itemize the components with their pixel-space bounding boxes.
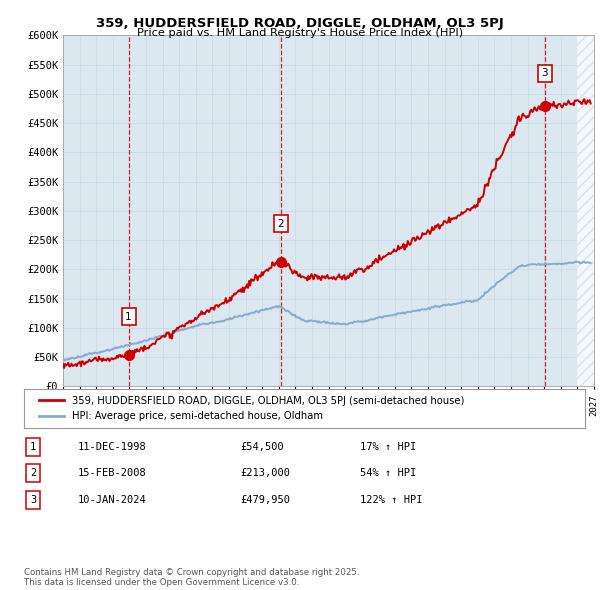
Text: 3: 3 — [541, 68, 548, 78]
Text: 15-FEB-2008: 15-FEB-2008 — [78, 468, 147, 478]
Text: Price paid vs. HM Land Registry's House Price Index (HPI): Price paid vs. HM Land Registry's House … — [137, 28, 463, 38]
Text: 122% ↑ HPI: 122% ↑ HPI — [360, 495, 422, 504]
Legend: 359, HUDDERSFIELD ROAD, DIGGLE, OLDHAM, OL3 5PJ (semi-detached house), HPI: Aver: 359, HUDDERSFIELD ROAD, DIGGLE, OLDHAM, … — [35, 392, 468, 425]
Text: Contains HM Land Registry data © Crown copyright and database right 2025.
This d: Contains HM Land Registry data © Crown c… — [24, 568, 359, 587]
Text: 11-DEC-1998: 11-DEC-1998 — [78, 442, 147, 451]
Text: 3: 3 — [30, 495, 36, 504]
Text: £54,500: £54,500 — [240, 442, 284, 451]
Text: 2: 2 — [277, 219, 284, 229]
Text: 2: 2 — [30, 468, 36, 478]
Text: 54% ↑ HPI: 54% ↑ HPI — [360, 468, 416, 478]
Text: 359, HUDDERSFIELD ROAD, DIGGLE, OLDHAM, OL3 5PJ: 359, HUDDERSFIELD ROAD, DIGGLE, OLDHAM, … — [96, 17, 504, 30]
Text: 1: 1 — [30, 442, 36, 451]
Text: £213,000: £213,000 — [240, 468, 290, 478]
Text: 17% ↑ HPI: 17% ↑ HPI — [360, 442, 416, 451]
Text: £479,950: £479,950 — [240, 495, 290, 504]
Text: 10-JAN-2024: 10-JAN-2024 — [78, 495, 147, 504]
Text: 1: 1 — [125, 312, 132, 322]
